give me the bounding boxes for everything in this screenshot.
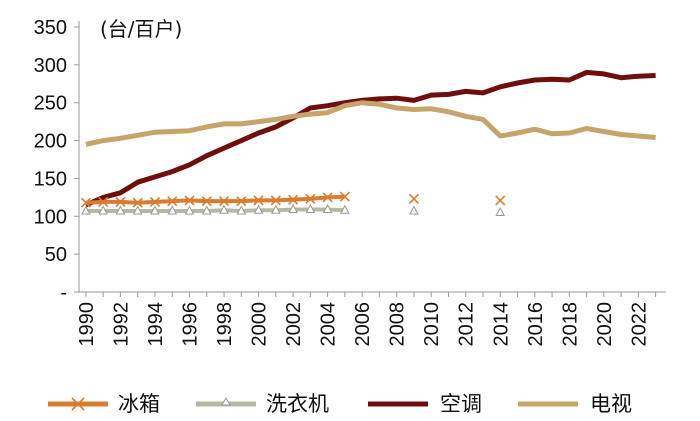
data-point-washer	[270, 204, 281, 214]
y-tick-label: -	[60, 282, 67, 304]
data-point-washer	[132, 205, 143, 215]
series-washer	[81, 203, 506, 216]
legend-aircon-label: 空调	[440, 392, 482, 416]
data-point-washer	[253, 204, 264, 214]
data-point-fridge	[167, 196, 178, 207]
y-tick-label: 50	[45, 244, 67, 266]
data-point-washer	[115, 205, 126, 215]
data-point-washer	[184, 205, 195, 215]
x-tick-label: 1992	[110, 302, 132, 347]
y-tick-label: 150	[34, 168, 67, 190]
plot-area	[80, 69, 656, 216]
data-point-fridge	[305, 193, 316, 204]
legend-item-washer: 洗衣机	[196, 392, 329, 416]
data-point-fridge	[495, 195, 506, 206]
data-point-fridge	[408, 193, 420, 204]
x-tick-label: 2008	[387, 302, 409, 347]
y-tick-label: 350	[34, 17, 67, 39]
x-tick-label: 2018	[559, 302, 581, 347]
legend-tv-label: 电视	[590, 392, 632, 416]
x-tick-label: 1998	[214, 302, 236, 347]
data-point-fridge	[288, 194, 299, 205]
data-point-fridge	[184, 195, 195, 206]
x-tick-label: 1990	[76, 302, 98, 347]
data-point-fridge	[253, 195, 264, 206]
legend-washer-marker	[221, 396, 231, 406]
x-tick-label: 1996	[179, 302, 201, 347]
series-line-fridge	[85, 194, 345, 205]
data-point-fridge	[115, 196, 126, 207]
y-unit-label: (台/百户)	[100, 17, 182, 41]
data-point-washer	[201, 205, 212, 215]
legend-fridge-label: 冰箱	[118, 392, 160, 416]
series-tv	[85, 100, 656, 147]
y-axis: - 50 100 150 200 250 300 350	[34, 17, 80, 304]
legend-item-aircon: 空调	[368, 392, 482, 416]
data-point-washer	[219, 204, 229, 214]
data-point-fridge	[201, 196, 212, 207]
y-tick-label: 200	[34, 131, 67, 153]
x-tick-label: 2016	[525, 302, 547, 347]
legend-item-fridge: 冰箱	[48, 392, 160, 416]
x-tick-label: 2014	[490, 302, 512, 347]
legend-item-tv: 电视	[518, 392, 632, 416]
y-tick-label: 250	[34, 93, 67, 115]
y-tick-label: 300	[34, 55, 67, 77]
x-tick-label: 2006	[352, 302, 374, 347]
x-tick-label: 2002	[283, 302, 305, 347]
data-point-washer	[150, 205, 160, 215]
data-point-washer	[167, 205, 178, 215]
data-point-washer	[305, 203, 316, 213]
x-axis: 1990 1992 1994 1996 1998 2000 2002 2004 2006 2008…	[76, 291, 666, 347]
x-tick-label: 2000	[249, 302, 271, 347]
x-tick-label: 2010	[421, 302, 443, 347]
data-point-washer	[288, 203, 298, 213]
data-point-washer	[322, 203, 333, 213]
legend-fridge-marker	[71, 397, 85, 411]
data-point-fridge	[218, 196, 230, 207]
data-point-washer	[495, 206, 506, 216]
x-tick-label: 1994	[145, 302, 167, 347]
data-point-washer	[236, 205, 247, 215]
data-point-fridge	[339, 191, 350, 202]
series-line-tv	[85, 100, 656, 147]
data-point-fridge	[132, 197, 143, 208]
x-tick-label: 2020	[594, 302, 616, 347]
data-point-fridge	[98, 196, 109, 207]
data-point-washer	[409, 205, 419, 215]
series-aircon	[84, 69, 656, 208]
data-point-fridge	[149, 196, 161, 207]
series-line-washer	[85, 207, 345, 213]
series-fridge	[80, 191, 506, 208]
data-point-fridge	[236, 196, 247, 207]
x-tick-label: 2004	[318, 302, 340, 347]
y-tick-label: 100	[34, 206, 67, 228]
legend-washer-label: 洗衣机	[266, 392, 329, 416]
series-line-aircon	[84, 69, 656, 208]
x-tick-label: 2012	[456, 302, 478, 347]
data-point-washer	[81, 205, 91, 215]
data-point-washer	[98, 205, 109, 215]
data-point-fridge	[270, 195, 281, 206]
data-point-washer	[340, 204, 350, 214]
legend: 冰箱 洗衣机 空调 电视	[48, 392, 632, 416]
x-tick-label: 2022	[628, 302, 650, 347]
data-point-fridge	[80, 197, 91, 208]
data-point-fridge	[322, 192, 333, 203]
